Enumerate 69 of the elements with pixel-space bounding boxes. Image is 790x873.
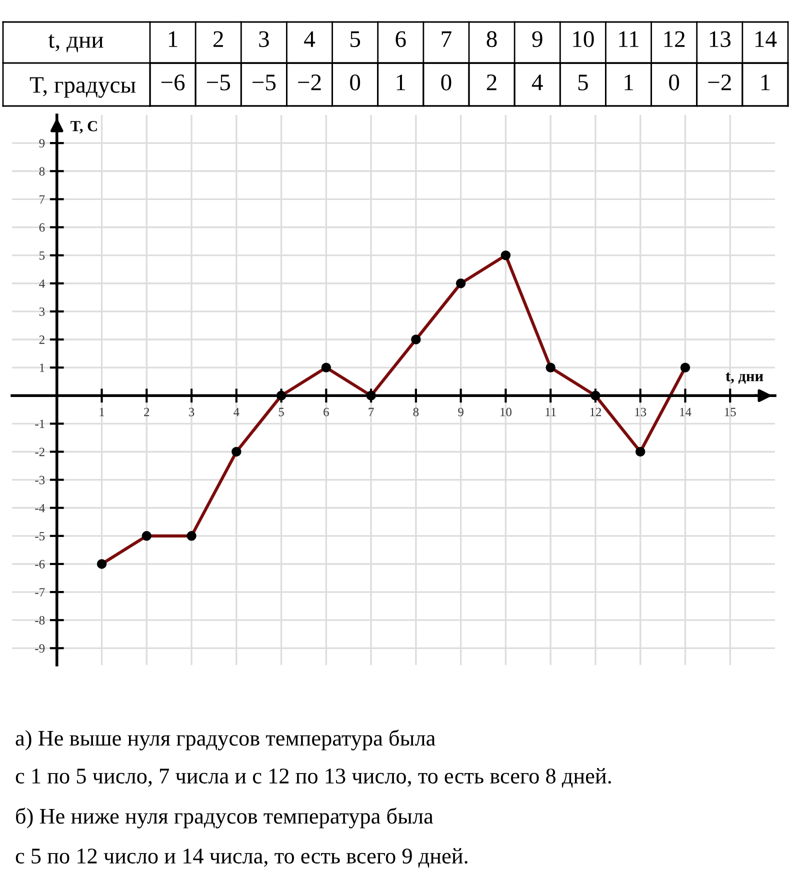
x-tick-label: 2 bbox=[144, 408, 150, 416]
x-axis-title: t, дни bbox=[726, 372, 764, 384]
data-label: −5 bbox=[252, 74, 276, 90]
data-label: 4 bbox=[532, 74, 543, 90]
y-tick-label: T, градусы bbox=[30, 77, 136, 98]
data-label: 0 bbox=[669, 74, 680, 90]
x-tick-label: 2 bbox=[213, 31, 223, 47]
data-label: −6 bbox=[161, 74, 185, 90]
y-tick-label: 5 bbox=[40, 251, 45, 260]
text: с 5 по 12 число и 14 числа, то есть всего 9 дней. bbox=[16, 848, 468, 868]
data-label: −2 bbox=[708, 74, 731, 90]
data-label: 1 bbox=[761, 74, 770, 90]
y-tick-label: -2 bbox=[35, 448, 44, 456]
y-tick-label: 3 bbox=[39, 307, 45, 316]
y-tick-label: -8 bbox=[35, 616, 45, 625]
x-tick-label: 10 bbox=[573, 31, 594, 48]
x-tick-label: 11 bbox=[619, 31, 638, 47]
y-tick-label: 9 bbox=[39, 139, 45, 148]
data-label: −5 bbox=[206, 74, 230, 90]
x-tick-label: 5 bbox=[278, 408, 284, 416]
text: б) Не ниже нуля градусов температура была bbox=[16, 808, 434, 828]
x-tick-label: 7 bbox=[368, 408, 374, 416]
y-axis-title: T, C bbox=[70, 120, 97, 134]
y-tick-label: 8 bbox=[39, 167, 45, 176]
x-tick-label: 3 bbox=[259, 31, 269, 48]
x-tick-label: 1 bbox=[168, 31, 178, 47]
x-tick-label: 12 bbox=[664, 31, 685, 47]
x-tick-label: 12 bbox=[590, 408, 602, 416]
x-tick-label: 9 bbox=[458, 408, 464, 416]
x-tick-label: 13 bbox=[710, 31, 731, 48]
x-axis-title: t, дни bbox=[48, 34, 104, 52]
text: а) Не выше нуля градусов температура была bbox=[16, 730, 436, 750]
y-tick-label: 6 bbox=[39, 223, 45, 232]
y-tick-label: 7 bbox=[40, 195, 45, 204]
x-tick-label: 10 bbox=[500, 408, 512, 416]
x-tick-label: 14 bbox=[680, 408, 692, 416]
y-tick-label: -5 bbox=[35, 532, 45, 540]
data-label: 0 bbox=[350, 74, 360, 90]
x-tick-label: 8 bbox=[486, 31, 497, 48]
x-tick-label: 6 bbox=[324, 408, 329, 416]
data-label: 2 bbox=[486, 74, 496, 90]
x-tick-label: 4 bbox=[234, 408, 240, 416]
y-tick-label: -6 bbox=[35, 560, 45, 568]
data-label: 0 bbox=[441, 74, 452, 90]
data-label: −2 bbox=[298, 74, 321, 90]
x-tick-label: 6 bbox=[396, 31, 406, 48]
x-tick-label: 9 bbox=[532, 31, 542, 48]
data-label: 1 bbox=[396, 74, 406, 90]
x-tick-label: 13 bbox=[635, 408, 646, 416]
y-tick-label: 4 bbox=[39, 279, 45, 288]
x-tick-label: 5 bbox=[350, 31, 360, 48]
x-tick-label: 3 bbox=[189, 408, 194, 416]
y-tick-label: -3 bbox=[35, 476, 45, 484]
x-tick-label: 1 bbox=[100, 408, 104, 416]
x-tick-label: 15 bbox=[724, 408, 736, 416]
y-tick-label: -4 bbox=[35, 504, 45, 512]
y-tick-label: -1 bbox=[35, 420, 44, 428]
y-tick-label: 1 bbox=[40, 364, 44, 372]
y-tick-label: 2 bbox=[39, 336, 44, 344]
y-tick-label: -9 bbox=[35, 644, 45, 653]
x-tick-label: 14 bbox=[755, 31, 777, 47]
x-tick-label: 8 bbox=[413, 408, 419, 416]
x-tick-label: 11 bbox=[546, 408, 556, 416]
y-tick-label: -7 bbox=[35, 588, 45, 596]
text: с 1 по 5 число, 7 числа и с 12 по 13 число, то есть всего 8 дней. bbox=[16, 768, 611, 788]
data-label: 5 bbox=[578, 74, 588, 90]
data-label: 1 bbox=[624, 74, 633, 90]
x-tick-label: 4 bbox=[304, 31, 316, 47]
x-tick-label: 7 bbox=[442, 31, 452, 47]
